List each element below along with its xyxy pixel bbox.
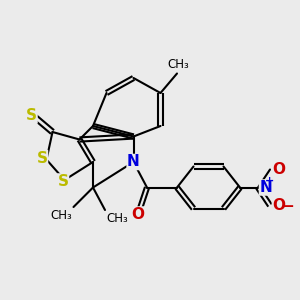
Text: CH₃: CH₃ (168, 58, 189, 71)
Text: CH₃: CH₃ (50, 209, 72, 222)
Text: O: O (131, 207, 145, 222)
Text: O: O (272, 162, 285, 177)
Text: S: S (58, 174, 68, 189)
Text: CH₃: CH₃ (106, 212, 128, 225)
Text: N: N (260, 180, 272, 195)
Text: N: N (127, 154, 140, 169)
Text: S: S (26, 108, 37, 123)
Text: +: + (266, 176, 274, 187)
Text: O: O (272, 198, 285, 213)
Text: −: − (282, 199, 294, 214)
Text: S: S (37, 151, 47, 166)
